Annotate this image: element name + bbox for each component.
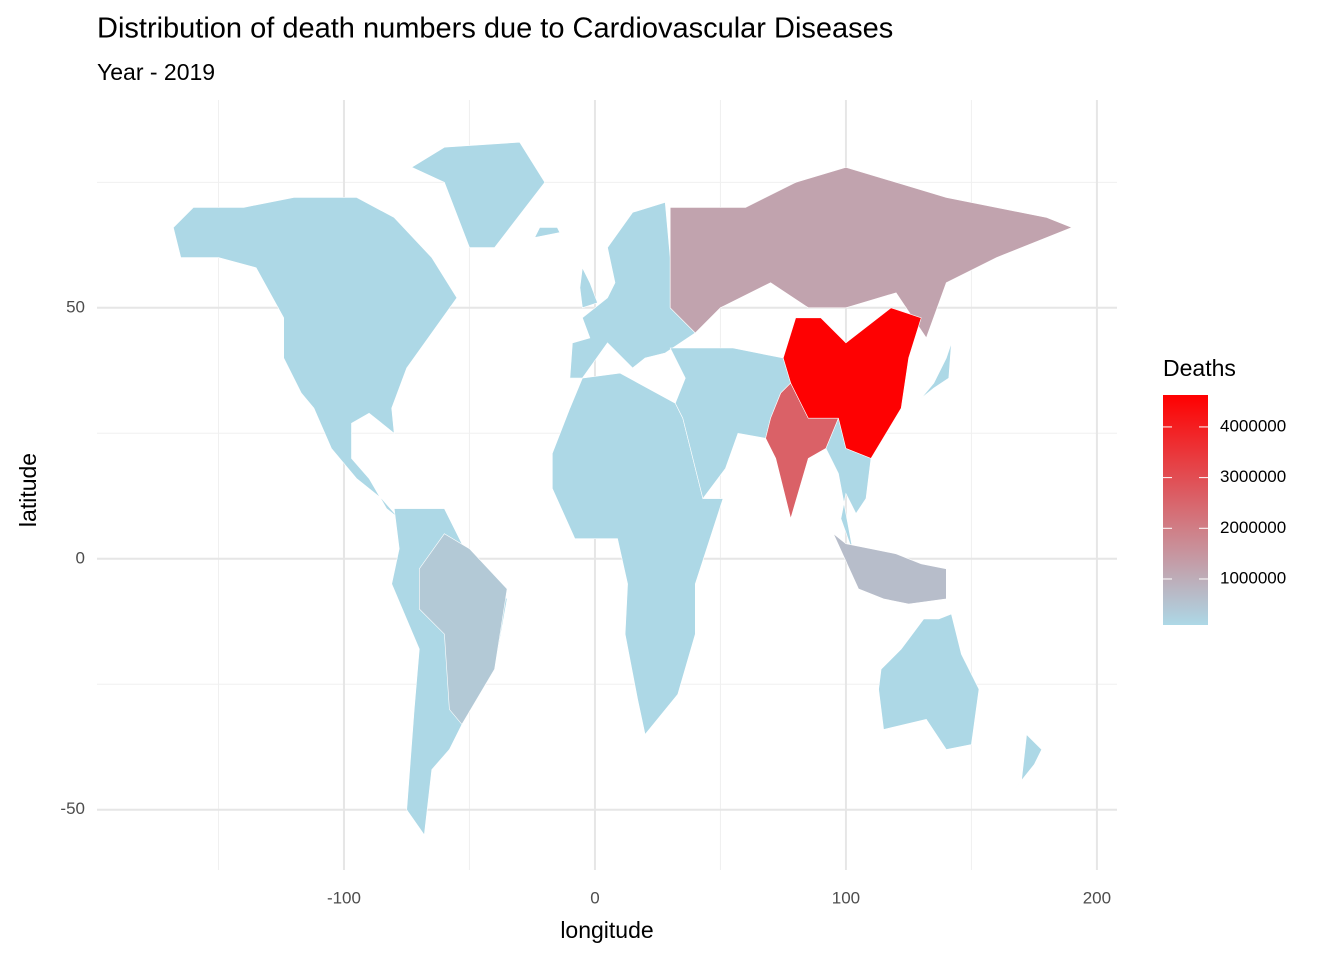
legend-title: Deaths	[1163, 355, 1236, 381]
y-tick-label: 0	[76, 548, 85, 567]
y-axis-label: latitude	[15, 453, 41, 527]
x-tick-label: 100	[832, 888, 860, 907]
region	[569, 202, 696, 379]
legend-tick-label: 3000000	[1220, 467, 1286, 486]
legend-colorbar	[1163, 395, 1208, 625]
region	[534, 227, 561, 238]
region	[878, 613, 980, 750]
legend-tick-label: 2000000	[1220, 518, 1286, 537]
y-tick-label: 50	[66, 297, 85, 316]
legend-tick-label: 1000000	[1220, 568, 1286, 587]
x-tick-label: 0	[590, 888, 599, 907]
region	[782, 307, 922, 459]
x-axis-label: longitude	[560, 917, 653, 943]
region	[1013, 733, 1043, 790]
region	[579, 266, 598, 309]
legend-tick-label: 4000000	[1220, 416, 1286, 435]
region	[551, 372, 724, 736]
region	[172, 197, 458, 519]
region	[669, 166, 1073, 339]
region	[833, 533, 947, 605]
region	[920, 342, 952, 399]
chart-title: Distribution of death numbers due to Car…	[97, 13, 893, 45]
chart-subtitle: Year - 2019	[97, 59, 215, 85]
x-tick-label: 200	[1083, 888, 1111, 907]
x-tick-label: -100	[327, 888, 361, 907]
y-tick-label: -50	[60, 799, 85, 818]
region	[418, 533, 508, 725]
region	[411, 141, 546, 248]
